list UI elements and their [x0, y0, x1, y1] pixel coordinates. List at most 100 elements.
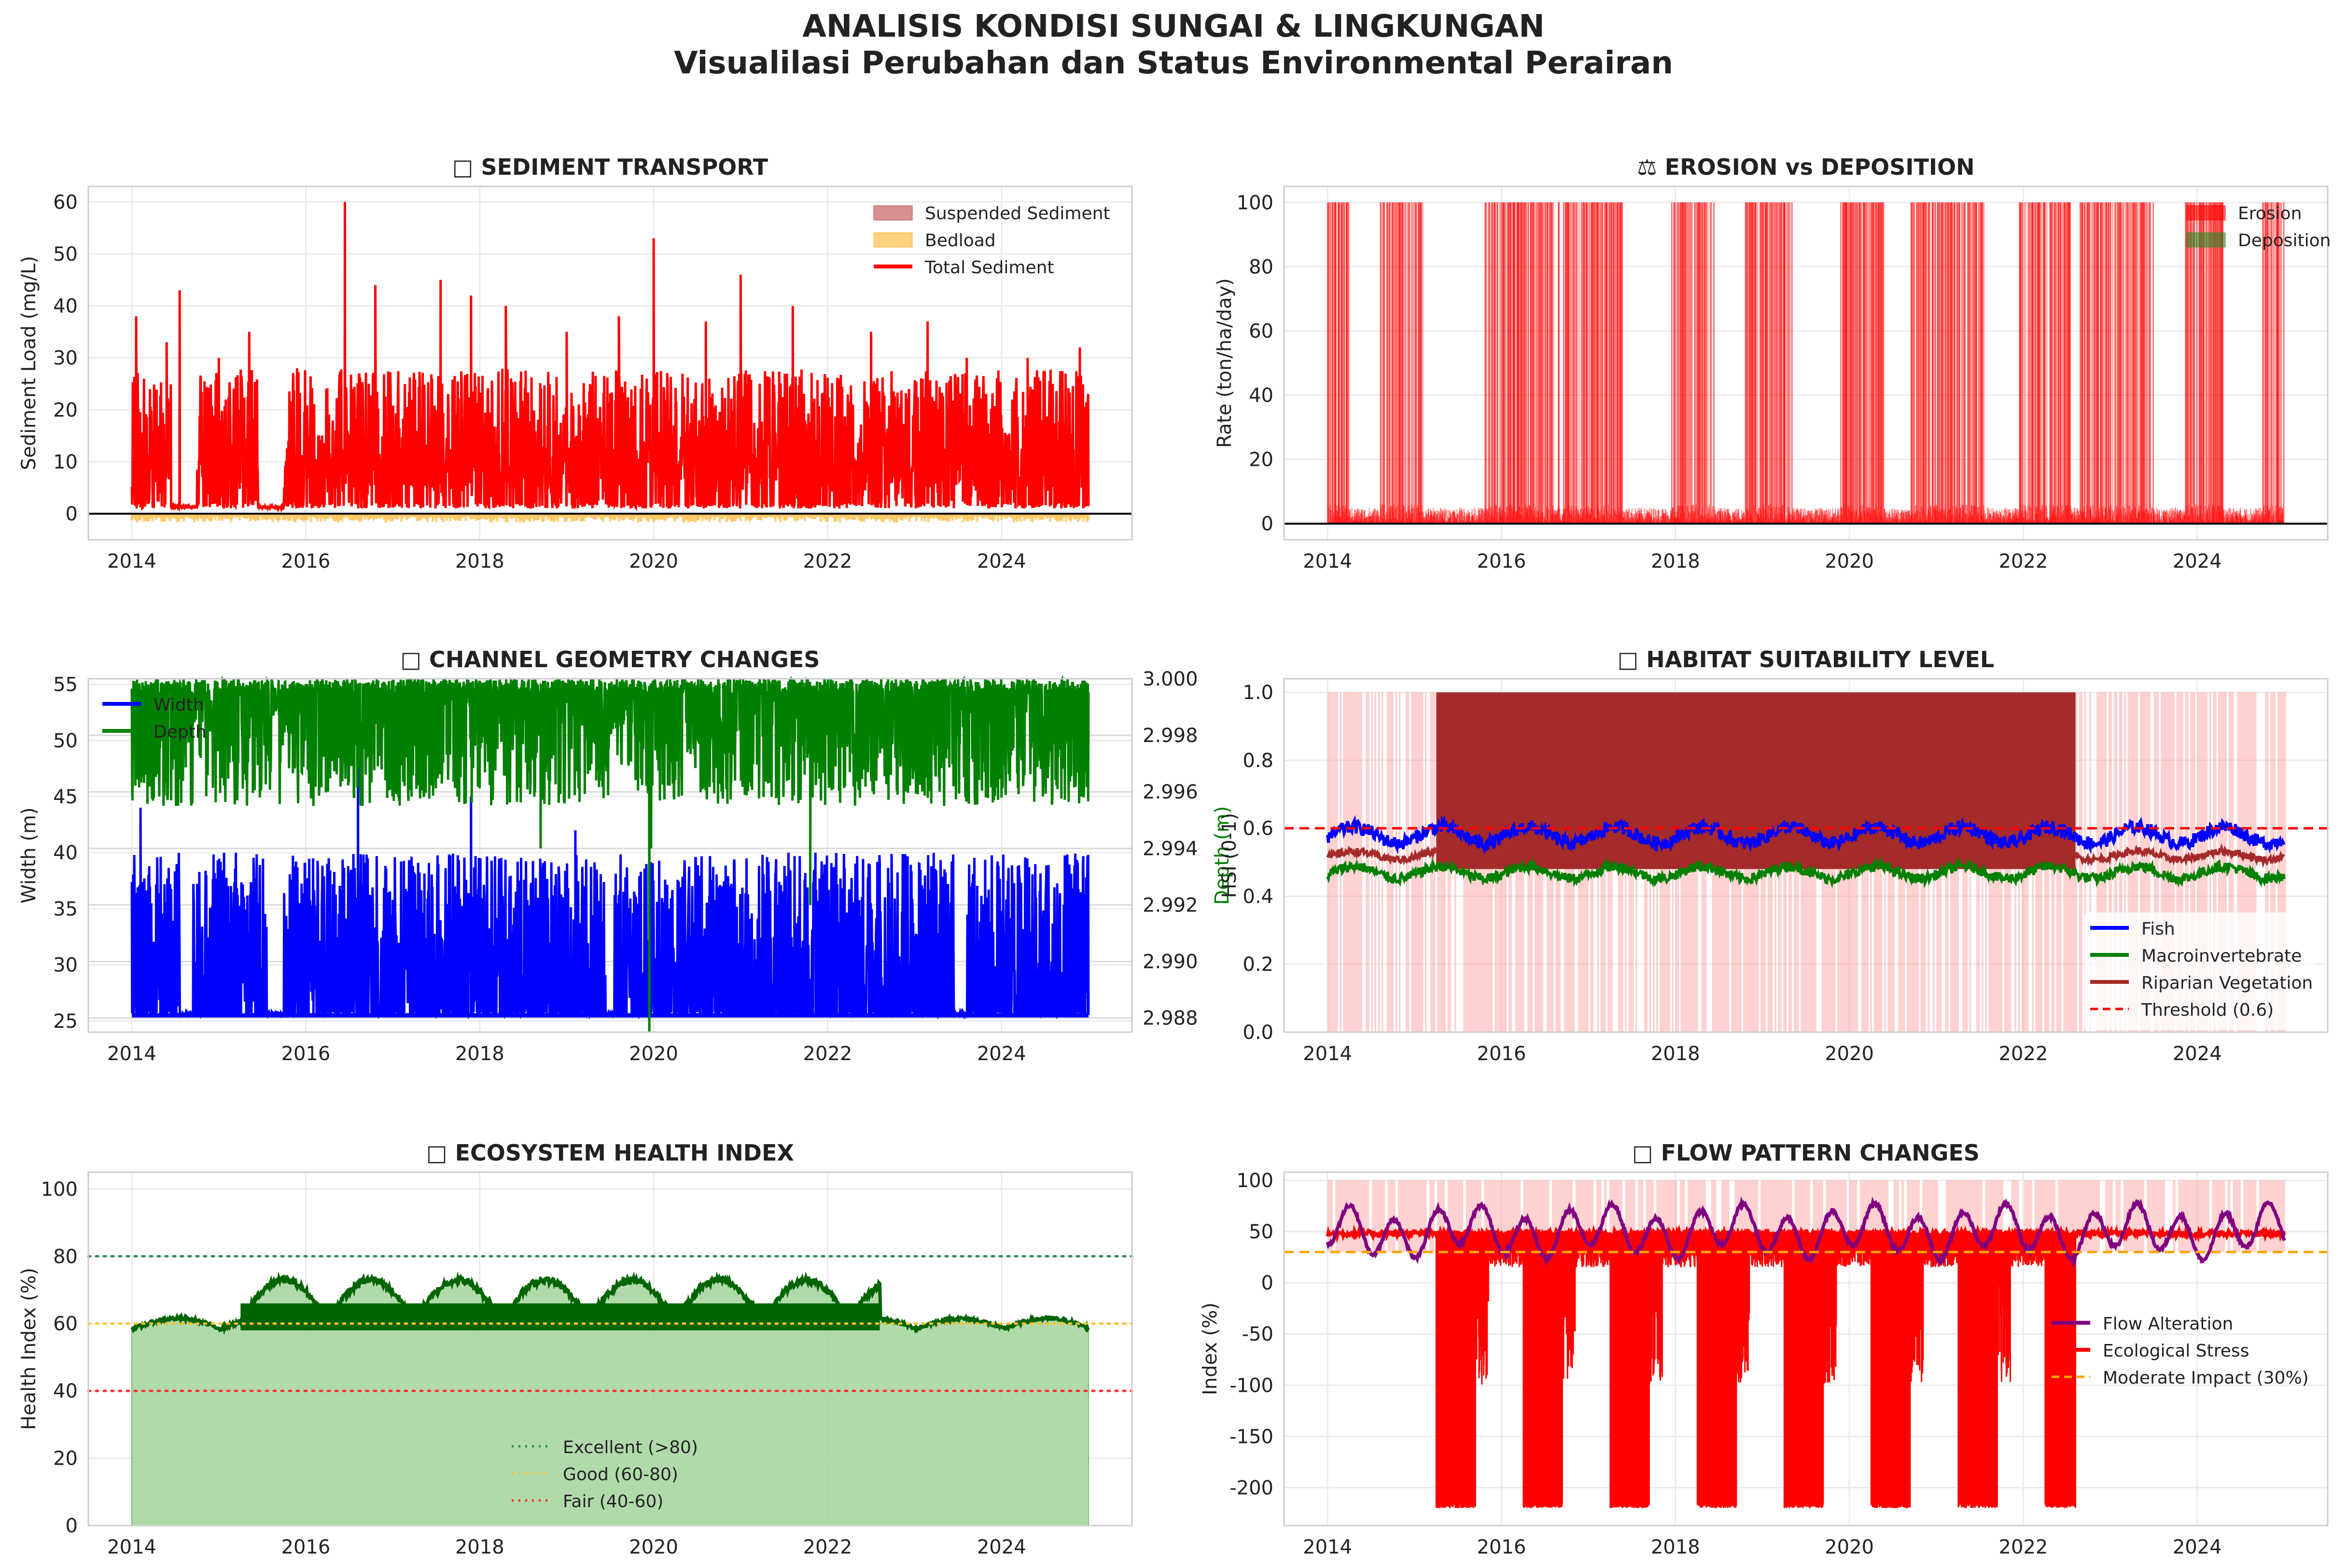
shade-mark [1416, 692, 1418, 1032]
x-tick-label: 2018 [455, 550, 504, 573]
shade-mark [1430, 692, 1432, 1032]
x-tick-label: 2018 [1651, 550, 1700, 573]
shade-mark [1335, 1180, 1338, 1252]
y2-tick-label: 3.000 [1143, 668, 1198, 690]
shade-mark [1536, 1180, 1539, 1252]
shade-mark [1458, 1180, 1461, 1252]
shade-mark [1366, 692, 1368, 1032]
legend-label: Good (60-80) [563, 1465, 678, 1484]
shade-mark [1495, 1180, 1497, 1252]
shade-mark [1588, 1180, 1591, 1252]
shade-mark [1407, 692, 1410, 1032]
legend-label: Erosion [2238, 204, 2302, 224]
shade-mark [1661, 1180, 1664, 1252]
legend-label: Threshold (0.6) [2141, 1000, 2274, 1020]
legend-label: Bedload [925, 231, 996, 251]
shade-mark [1528, 1180, 1531, 1252]
x-tick-label: 2020 [629, 1043, 678, 1065]
shade-mark [1388, 692, 1390, 1032]
shade-mark [1429, 1180, 1432, 1252]
shade-mark [1439, 1180, 1442, 1252]
shade-mark [1468, 1180, 1471, 1252]
x-tick-label: 2018 [455, 1043, 504, 1065]
shade-mark [2098, 692, 2100, 1032]
shade-mark [1753, 1180, 1756, 1252]
legend-label: Deposition [2238, 231, 2331, 251]
shade-mark [1580, 1180, 1583, 1252]
shade-mark [1398, 1180, 1401, 1252]
shade-mark [1609, 1180, 1612, 1252]
shade-mark [1547, 1180, 1550, 1252]
shade-mark [1327, 692, 1329, 1032]
shade-mark [1460, 1180, 1464, 1252]
x-tick-label: 2022 [1999, 1043, 2048, 1065]
shade-mark [1479, 1180, 1481, 1252]
panel-title: □ SEDIMENT TRANSPORT [452, 154, 768, 180]
fish-line [1326, 814, 2286, 855]
y-tick-label: 30 [53, 347, 78, 369]
shade-mark [1412, 692, 1415, 1032]
y-tick-label: 0 [66, 1515, 78, 1537]
shade-mark [2164, 692, 2166, 1032]
x-tick-label: 2024 [2173, 1043, 2222, 1065]
shade-mark [1395, 692, 1397, 1032]
shade-mark [1453, 1180, 1455, 1252]
shade-mark [1450, 1180, 1453, 1252]
shade-mark [2239, 692, 2241, 1032]
y2-tick-label: 2.990 [1143, 951, 1198, 973]
shade-mark [1364, 1180, 1367, 1252]
shade-mark [1419, 1180, 1422, 1252]
shade-mark [1371, 692, 1373, 1032]
shade-mark [1492, 1180, 1495, 1252]
shade-mark [1599, 1180, 1602, 1252]
shade-mark [2284, 692, 2286, 1032]
x-tick-label: 2022 [1999, 550, 2048, 573]
shade-mark [1700, 1180, 1704, 1252]
x-tick-label: 2018 [1651, 1043, 1700, 1065]
y-tick-label: 40 [1249, 385, 1273, 407]
shade-mark [2223, 692, 2225, 1032]
shade-mark [1669, 1180, 1672, 1252]
shade-mark [1560, 1180, 1563, 1252]
shade-mark [2221, 692, 2223, 1032]
x-tick-label: 2020 [629, 1536, 678, 1558]
shade-mark [1387, 1180, 1390, 1252]
shade-mark [1760, 1180, 1763, 1252]
legend-swatch [2186, 232, 2226, 248]
shade-mark [2162, 692, 2165, 1032]
shade-mark [2143, 692, 2145, 1032]
shade-mark [1416, 1180, 1419, 1252]
axes-frame [87, 1171, 1133, 1526]
shade-mark [1331, 692, 1333, 1032]
shade-mark [1466, 1180, 1468, 1252]
y-tick-label: 55 [53, 674, 78, 696]
shade-mark [1727, 1180, 1730, 1252]
shade-mark [1745, 1180, 1748, 1252]
shade-mark [2251, 692, 2253, 1032]
shade-mark [2171, 692, 2173, 1032]
shade-mark [1476, 1180, 1479, 1252]
shade-mark [1447, 1180, 1451, 1252]
shade-mark [1382, 1180, 1385, 1252]
shade-mark [1497, 1180, 1500, 1252]
shade-mark [1411, 1180, 1414, 1252]
shade-mark [2155, 692, 2157, 1032]
shade-mark [2127, 692, 2130, 1032]
shade-mark [2113, 692, 2116, 1032]
y-tick-label: 0.6 [1243, 818, 1273, 840]
shade-mark [2079, 692, 2081, 1032]
shade-mark [2119, 692, 2121, 1032]
x-tick-label: 2024 [977, 1536, 1026, 1558]
shade-mark [1656, 1180, 1659, 1252]
legend-label: Fish [2141, 919, 2175, 939]
shade-mark [1612, 1180, 1615, 1252]
y2-tick-label: 2.992 [1143, 894, 1198, 916]
shade-mark [2277, 692, 2279, 1032]
legend-label: Macroinvertebrate [2141, 946, 2302, 966]
y-tick-label: 0.8 [1243, 750, 1273, 772]
legend: Erosion Deposition [2186, 204, 2331, 251]
y-tick-label: 1.0 [1243, 682, 1273, 704]
axes-frame [87, 185, 1133, 541]
depth-line [130, 674, 1090, 1033]
panel-channel-geometry: 2014 2016 2018 2020 2022 2024 25 30 35 40 45 50 55 □ … [18, 646, 1233, 1065]
